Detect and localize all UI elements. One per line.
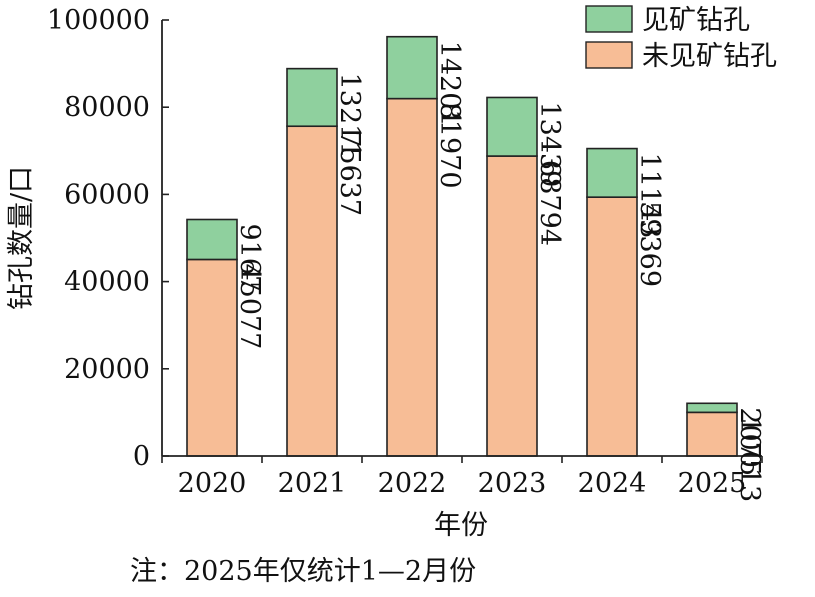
x-tick-label-2024: 2024 <box>578 468 647 499</box>
bar-ore-2024 <box>586 147 638 198</box>
data-label-ore-2024: 11143 <box>634 153 665 239</box>
x-axis-title: 年份 <box>434 510 488 541</box>
data-label-ore-2020: 9167 <box>234 223 265 292</box>
y-tick-label-0: 0 <box>133 441 150 472</box>
y-tick-label-100000: 100000 <box>47 5 150 36</box>
data-label-ore-2022: 14201 <box>434 41 465 127</box>
data-label-no-ore-2025: 10013 <box>734 416 765 502</box>
legend-swatch-no-ore <box>585 41 633 69</box>
x-tick-label-2022: 2022 <box>378 468 447 499</box>
legend-label-no-ore: 未见矿钻孔 <box>642 41 777 72</box>
data-label-ore-2025: 2075 <box>734 407 765 476</box>
legend-label-ore: 见矿钻孔 <box>642 5 750 36</box>
bar-ore-2020 <box>186 218 238 261</box>
y-tick-label-20000: 20000 <box>64 354 150 385</box>
y-tick-label-40000: 40000 <box>64 267 150 298</box>
data-label-no-ore-2024: 59369 <box>634 201 665 287</box>
bar-ore-2022 <box>386 35 438 100</box>
x-tick-label-2025: 2025 <box>678 468 747 499</box>
legend-swatch-ore <box>585 5 633 33</box>
bar-ore-2023 <box>486 96 538 157</box>
data-label-no-ore-2023: 68794 <box>534 160 565 246</box>
bar-no-ore-2024 <box>586 196 638 457</box>
data-label-no-ore-2022: 81970 <box>434 103 465 189</box>
x-tick-label-2021: 2021 <box>278 468 347 499</box>
bar-no-ore-2021 <box>286 125 338 457</box>
bar-no-ore-2023 <box>486 155 538 457</box>
bar-ore-2025 <box>686 402 738 414</box>
axes-layer: 0 20000 40000 60000 80000 100000 2020 2021 2022 2… <box>47 5 763 499</box>
x-tick-label-2020: 2020 <box>178 468 247 499</box>
y-tick-label-60000: 60000 <box>64 179 150 210</box>
data-label-ore-2021: 13211 <box>334 73 365 159</box>
bar-no-ore-2020 <box>186 258 238 457</box>
data-label-no-ore-2021: 75637 <box>334 130 365 216</box>
data-label-no-ore-2020: 45077 <box>234 263 265 349</box>
bar-ore-2021 <box>286 67 338 128</box>
y-tick-label-80000: 80000 <box>64 92 150 123</box>
bar-no-ore-2025 <box>686 411 738 457</box>
chart-note: 注：2025年仅统计1—2月份 <box>130 556 476 587</box>
y-axis-title: 钻孔数量/口 <box>6 166 37 310</box>
x-tick-label-2023: 2023 <box>478 468 547 499</box>
bars-layer <box>186 35 738 457</box>
data-label-ore-2023: 13439 <box>534 101 565 187</box>
bar-no-ore-2022 <box>386 97 438 457</box>
